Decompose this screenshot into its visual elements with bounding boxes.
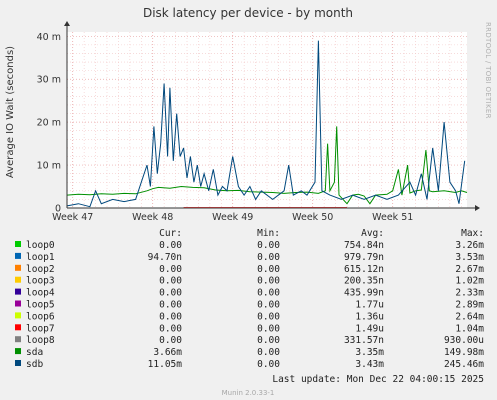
legend-swatch-loop2	[15, 264, 21, 271]
legend-avg-loop6: 1.36u	[355, 311, 384, 322]
y-tick-label: 30 m	[37, 75, 61, 86]
legend-min-loop3: 0.00	[257, 276, 280, 287]
legend-avg-loop1: 979.79n	[344, 252, 384, 263]
legend-swatch-sdb	[15, 360, 21, 366]
legend-swatch-loop6	[15, 312, 21, 319]
legend-max-loop7: 1.04m	[455, 323, 484, 334]
legend-min-loop7: 0.00	[257, 323, 280, 334]
legend-avg-loop2: 615.12n	[344, 264, 384, 275]
legend-max-loop3: 1.02m	[455, 276, 484, 287]
legend-label-loop1: loop1	[26, 252, 55, 263]
legend-label-loop4: loop4	[26, 288, 55, 299]
legend-avg-sdb: 3.43m	[355, 359, 384, 370]
legend-avg-loop3: 200.35n	[344, 276, 384, 287]
y-axis-arrow	[64, 21, 70, 26]
axes	[64, 21, 480, 211]
legend-swatch-sda	[15, 348, 21, 355]
legend-max-sdb: 245.46m	[444, 359, 484, 370]
legend-max-loop0: 3.26m	[455, 240, 484, 251]
legend-min-sda: 0.00	[257, 347, 280, 358]
x-tick-label: Week 48	[132, 212, 173, 223]
legend-label-sda: sda	[26, 347, 43, 358]
legend-avg-loop8: 331.57n	[344, 335, 384, 346]
legend-cur-loop4: 0.00	[159, 288, 182, 299]
legend-avg-sda: 3.35m	[355, 347, 384, 358]
legend-cur-sda: 3.66m	[153, 347, 182, 358]
legend-label-loop8: loop8	[26, 335, 55, 346]
legend-max-loop6: 2.64m	[455, 311, 484, 322]
legend-min-loop8: 0.00	[257, 335, 280, 346]
legend-label-loop7: loop7	[26, 323, 55, 334]
legend-swatch-loop0	[15, 241, 21, 247]
legend-swatch-loop4	[15, 288, 21, 295]
legend-cur-loop2: 0.00	[159, 264, 182, 275]
legend-min-loop1: 0.00	[257, 252, 280, 263]
legend-label-loop3: loop3	[26, 276, 55, 287]
legend-max-loop4: 2.33m	[455, 288, 484, 299]
last-update: Last update: Mon Dec 22 04:00:15 2025	[272, 374, 484, 385]
legend-cur-loop8: 0.00	[159, 335, 182, 346]
legend-min-sdb: 0.00	[257, 359, 280, 370]
y-tick-label: 20 m	[37, 118, 61, 129]
legend-cur-loop5: 0.00	[159, 300, 182, 311]
x-tick-label: Week 51	[372, 212, 413, 223]
x-tick-label: Week 49	[212, 212, 253, 223]
legend-cur-loop7: 0.00	[159, 323, 182, 334]
legend-swatch-loop5	[15, 300, 21, 307]
y-tick-label: 10 m	[37, 161, 61, 172]
y-tick-labels: 0 10 m 20 m 30 m 40 m	[37, 32, 61, 215]
legend-header-cur: Cur:	[159, 228, 182, 239]
x-tick-label: Week 50	[292, 212, 333, 223]
legend-header-avg: Avg:	[361, 228, 384, 239]
x-tick-label: Week 47	[52, 212, 93, 223]
legend-header-max: Max:	[461, 228, 484, 239]
y-tick-label: 40 m	[37, 32, 61, 43]
legend-label-loop2: loop2	[26, 264, 55, 275]
legend-min-loop5: 0.00	[257, 300, 280, 311]
legend-avg-loop0: 754.84n	[344, 240, 384, 251]
legend-cur-loop1: 94.70n	[148, 252, 182, 263]
legend-max-loop5: 2.89m	[455, 300, 484, 311]
last-update-value: Mon Dec 22 04:00:15 2025	[347, 374, 484, 385]
legend-min-loop2: 0.00	[257, 264, 280, 275]
legend-max-loop2: 2.67m	[455, 264, 484, 275]
legend-swatch-loop7	[15, 324, 21, 331]
last-update-label: Last update:	[272, 374, 341, 385]
y-axis-label: Average IO Wait (seconds)	[5, 46, 16, 178]
legend: Cur: Min: Avg: Max: loop0 0.00 0.00 754.84n…	[15, 228, 484, 370]
munin-version: Munin 2.0.33-1	[222, 389, 275, 397]
legend-swatch-loop8	[15, 336, 21, 343]
legend-header-min: Min:	[257, 228, 280, 239]
legend-label-loop6: loop6	[26, 311, 55, 322]
legend-max-loop1: 3.53m	[455, 252, 484, 263]
legend-min-loop6: 0.00	[257, 311, 280, 322]
series-line-sdb	[66, 40, 466, 208]
x-axis-arrow	[475, 205, 480, 211]
legend-max-loop8: 930.00u	[444, 335, 484, 346]
legend-label-loop0: loop0	[26, 240, 55, 251]
legend-swatch-loop1	[15, 252, 21, 259]
legend-label-loop5: loop5	[26, 300, 55, 311]
grid	[67, 32, 467, 208]
legend-cur-loop6: 0.00	[159, 311, 182, 322]
legend-label-sdb: sdb	[26, 359, 43, 370]
chart-title: Disk latency per device - by month	[143, 6, 353, 20]
x-tick-labels: Week 47 Week 48 Week 49 Week 50 Week 51	[52, 212, 413, 223]
legend-cur-loop3: 0.00	[159, 276, 182, 287]
legend-min-loop0: 0.00	[257, 240, 280, 251]
legend-cur-sdb: 11.05m	[148, 359, 183, 370]
legend-min-loop4: 0.00	[257, 288, 280, 299]
legend-swatch-loop3	[15, 276, 21, 283]
legend-cur-loop0: 0.00	[159, 240, 182, 251]
legend-max-sda: 149.98m	[444, 347, 484, 358]
legend-avg-loop7: 1.49u	[355, 323, 384, 334]
y-tick-label: 0	[55, 204, 61, 215]
legend-avg-loop5: 1.77u	[355, 300, 384, 311]
legend-avg-loop4: 435.99n	[344, 288, 384, 299]
rrdtool-watermark: RRDTOOL / TOBI OETIKER	[484, 22, 492, 119]
